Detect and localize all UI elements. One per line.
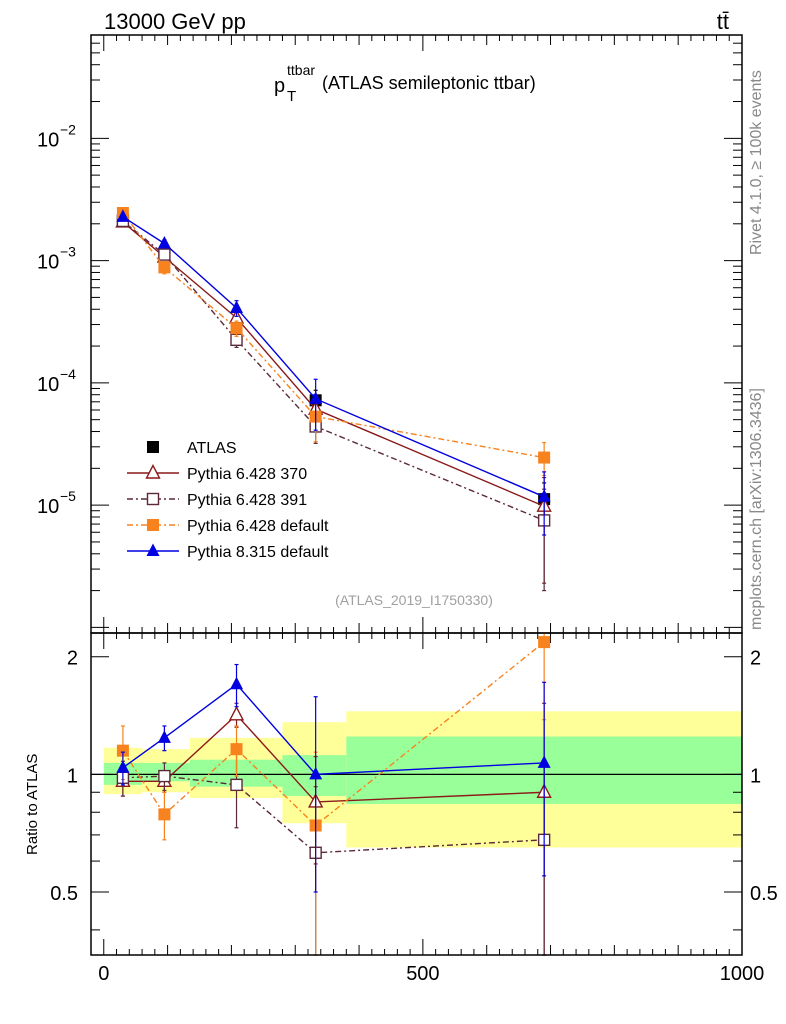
legend-label-pythia-6-428-default: Pythia 6.428 default [187,518,329,535]
legend-label-pythia-8-315-default: Pythia 8.315 default [187,544,329,561]
series-pythia-8-315-default [116,209,551,536]
legend-label-atlas: ATLAS [187,440,237,457]
y-tick-label: 10 [37,374,59,396]
plot-title: p [274,75,285,97]
data-point [230,322,243,335]
data-point [309,766,323,780]
ratio-frame [90,632,743,956]
energy-label: 13000 GeV pp [104,9,246,34]
ratio-ylabel: Ratio to ATLAS [24,754,41,855]
series-pythia-6-428-default [116,207,551,477]
y-tick-label: 10 [37,129,59,151]
process-label: tt̄ [717,9,729,34]
title-p: p [274,75,285,97]
data-point [538,636,551,649]
data-point [230,743,243,756]
title-rest: (ATLAS semileptonic ttbar) [322,73,536,93]
x-tick-label: 0 [98,963,109,985]
ratio-y-tick-label-left: 0.5 [50,883,78,905]
data-point [309,391,323,404]
ratio-y-tick-label-left: 2 [67,648,78,670]
series-pythia-8-315-default [116,663,551,893]
rivet-label: Rivet 4.1.0, ≥ 100k events [748,70,765,255]
mcplots-label: mcplots.cern.ch [arXiv:1306.3436] [748,388,765,630]
x-tick-label: 1000 [720,963,765,985]
data-point [230,676,244,690]
data-point [228,705,245,721]
y-tick-label: 10 [37,496,59,518]
data-point [158,808,171,821]
data-point [116,744,129,757]
y-tick-label: 10 [37,252,59,274]
series-atlas [116,213,551,524]
data-point [537,755,551,768]
data-point [158,248,171,261]
data-point [230,778,243,792]
analysis-id: (ATLAS_2019_I1750330) [335,592,493,608]
ratio-series-group [115,632,552,956]
ratio-y-tick-label-right: 2 [750,648,761,670]
series-pythia-6-428-370 [115,212,552,584]
y-tick-exponent: −5 [60,488,76,504]
data-point [158,261,171,274]
x-tick-label: 500 [406,963,439,985]
data-point [157,235,171,249]
legend-label-pythia-6-428-391: Pythia 6.428 391 [187,492,307,509]
ratio-y-tick-label-right: 1 [750,765,761,787]
y-tick-exponent: −2 [60,121,76,137]
legend-marker-pythia-8-315-default [146,543,160,556]
data-point [158,769,171,783]
legend-marker-pythia-6-428-391 [146,492,160,506]
data-point [116,760,130,773]
data-point [537,489,551,502]
legend-marker-pythia-6-428-370 [145,463,161,479]
main-series-group [115,207,552,592]
ratio-uncertainty-bands [103,711,742,848]
series-line-pythia-6-428-default [122,212,545,459]
ratio-plot-panel: 0.5 0.5 1 1 2 2 0 500 1000 Ratio to ATLAS [24,632,778,985]
legend-marker-pythia-6-428-default [147,519,159,531]
ratio-y-tick-label-left: 1 [67,765,78,787]
main-axes: 10−210−310−410−5 [37,34,743,634]
legend-label-pythia-6-428-370: Pythia 6.428 370 [187,466,307,483]
title-superscript: ttbar [287,62,315,78]
y-tick-exponent: −3 [60,244,76,260]
series-line-pythia-6-428-370 [122,221,545,507]
title-subscript: T [287,88,296,105]
legend: ATLAS Pythia 6.428 370 Pythia 6.428 391 Pyt… [127,440,329,561]
data-point [230,300,244,313]
main-plot-panel: 10−210−310−410−5 p T ttbar (ATLAS semile… [37,34,743,634]
y-tick-exponent: −4 [60,366,76,382]
series-line-pythia-6-428-391 [122,220,545,522]
data-point [538,451,551,464]
data-point [116,209,130,222]
data-point [157,730,171,743]
ratio-y-tick-label-right: 0.5 [750,883,778,905]
legend-marker-atlas [147,441,159,453]
